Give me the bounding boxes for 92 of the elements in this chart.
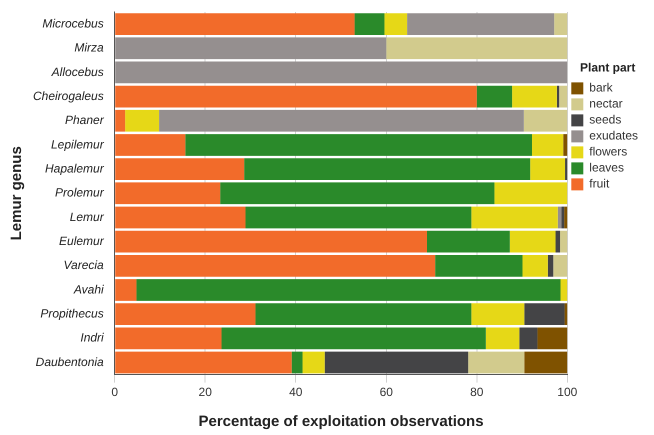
legend-label: flowers (589, 144, 628, 159)
bar (564, 206, 568, 228)
bar (564, 303, 568, 326)
bar (556, 230, 560, 253)
bar (524, 110, 568, 132)
bar (476, 86, 512, 108)
bar (560, 230, 568, 253)
bar (302, 352, 325, 374)
bar (222, 327, 486, 350)
bar (115, 182, 220, 204)
bar (220, 182, 494, 204)
bar (426, 230, 510, 253)
x-tick-label: 80 (470, 385, 484, 400)
bar (532, 134, 564, 156)
y-tick-label: Hapalemur (45, 161, 105, 176)
bar (115, 134, 186, 156)
bar (125, 110, 160, 132)
legend-label: fruit (589, 176, 610, 191)
y-tick-label: Microcebus (42, 16, 104, 30)
y-tick-label: Cheirogaleus (32, 88, 104, 103)
bar (115, 37, 386, 60)
y-tick-label: Allocebus (50, 64, 104, 79)
bar (185, 134, 532, 156)
bar (115, 230, 427, 253)
x-tick-label: 60 (380, 385, 394, 400)
y-tick-label: Varecia (63, 258, 104, 272)
bar (554, 13, 568, 35)
legend-label: nectar (589, 96, 623, 111)
legend-label: leaves (589, 160, 624, 175)
y-tick-label: Mirza (74, 40, 104, 55)
bar (136, 279, 561, 301)
bar (471, 303, 524, 326)
bar (563, 134, 568, 156)
bar (558, 206, 562, 228)
bar (559, 86, 568, 108)
bar (530, 158, 566, 180)
bar (386, 37, 568, 60)
bar (255, 303, 472, 326)
bar (115, 279, 136, 301)
bar (519, 327, 538, 350)
bar (471, 206, 558, 228)
bar (115, 327, 222, 350)
bar (486, 327, 520, 350)
x-axis-title: Percentage of exploitation observations (198, 413, 484, 430)
y-tick-label: Propithecus (40, 306, 104, 321)
y-tick-label: Phaner (65, 113, 105, 128)
bar (159, 110, 524, 132)
x-tick-label: 0 (111, 385, 118, 400)
x-tick-label: 100 (557, 385, 578, 400)
bar (548, 254, 554, 277)
x-tick-label: 20 (198, 385, 212, 400)
bar (407, 13, 554, 35)
bar (384, 13, 408, 35)
bar (115, 62, 568, 84)
bar (553, 254, 568, 277)
bar (115, 352, 292, 374)
bar (510, 230, 556, 253)
bar (115, 158, 244, 180)
y-tick-label: Lemur (70, 210, 105, 224)
bar (324, 352, 468, 374)
bar (115, 110, 126, 132)
bar (524, 352, 568, 374)
bar (468, 352, 524, 374)
legend-label: seeds (589, 112, 622, 127)
legend-title: Plant part (580, 60, 636, 74)
bar (435, 254, 522, 277)
bar (115, 206, 246, 228)
y-tick-label: Prolemur (55, 186, 105, 200)
bar (524, 303, 565, 326)
bar (115, 254, 436, 277)
bar (537, 327, 568, 350)
legend-label: bark (589, 80, 614, 95)
bar (512, 86, 557, 108)
y-tick-label: Avahi (72, 282, 104, 296)
bar (115, 86, 477, 108)
y-tick-label: Daubentonia (36, 354, 104, 369)
bar (560, 279, 568, 301)
bar (522, 254, 548, 277)
bar (292, 352, 303, 374)
bar (561, 206, 564, 228)
bar (494, 182, 568, 204)
bar (244, 158, 530, 180)
legend-label: exudates (589, 128, 638, 143)
bar (246, 206, 472, 228)
bar (115, 13, 355, 35)
y-tick-label: Lepilemur (51, 137, 105, 152)
y-tick-label: Eulemur (59, 234, 105, 248)
bar (115, 303, 256, 326)
y-axis-title: Lemur genus (8, 146, 26, 240)
bar (354, 13, 384, 35)
y-tick-label: Indri (80, 330, 104, 345)
x-tick-label: 40 (289, 385, 303, 400)
